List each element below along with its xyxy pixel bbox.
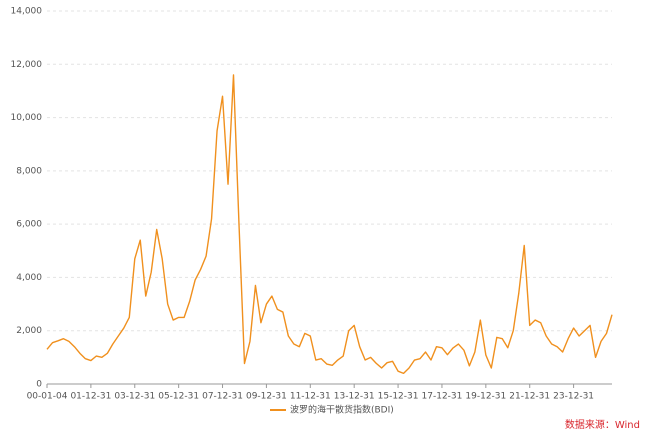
y-tick-label: 4,000 [16,273,42,283]
x-tick-label: 01-12-31 [70,392,111,402]
x-tick-label: 00-01-04 [27,392,68,402]
x-tick-label: 23-12-31 [553,392,594,402]
y-tick-label: 12,000 [11,60,43,70]
y-tick-label: 2,000 [16,326,42,336]
x-tick-label: 17-12-31 [422,392,463,402]
y-tick-label: 14,000 [11,7,43,17]
x-tick-label: 21-12-31 [509,392,550,402]
x-tick-label: 05-12-31 [158,392,199,402]
x-tick-label: 13-12-31 [334,392,375,402]
x-tick-label: 07-12-31 [202,392,243,402]
y-tick-label: 10,000 [11,113,43,123]
y-tick-label: 8,000 [16,166,42,176]
y-tick-label: 0 [36,380,42,390]
legend-label: 波罗的海干散货指数(BDI) [290,404,394,416]
x-tick-label: 11-12-31 [290,392,331,402]
data-line [46,74,613,375]
x-tick-label: 09-12-31 [246,392,287,402]
source-note: 数据来源：Wind [565,418,640,431]
x-tick-label: 15-12-31 [378,392,419,402]
x-tick-label: 03-12-31 [114,392,155,402]
x-tick-label: 19-12-31 [465,392,506,402]
y-tick-label: 6,000 [16,220,42,230]
